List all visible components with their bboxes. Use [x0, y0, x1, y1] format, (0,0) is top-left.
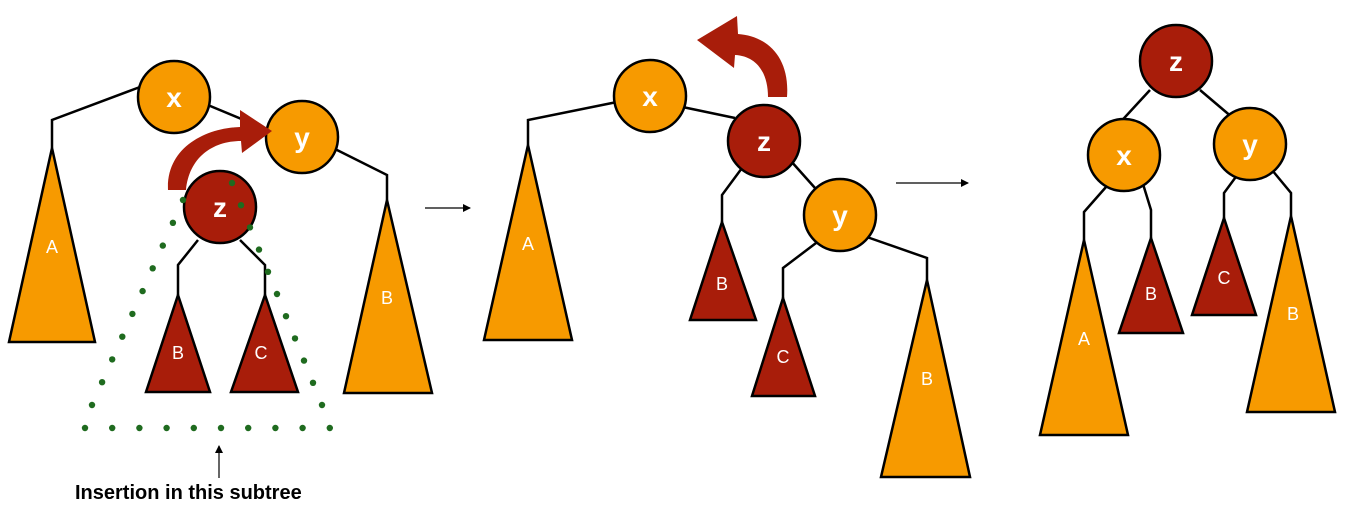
outline-dot: [109, 424, 116, 432]
edge-z-B: [176, 239, 199, 295]
node2-y-label: y: [832, 200, 848, 231]
node2-x: [612, 58, 688, 134]
rotate-right-arrow-icon: [167, 110, 272, 190]
node3-x: [1086, 117, 1162, 193]
subtree3-A-label: A: [1078, 329, 1090, 349]
outline-dot: [237, 202, 245, 209]
node2-y: [802, 177, 878, 253]
edge3-x-B: [1141, 183, 1153, 238]
outline-dot: [179, 196, 187, 204]
subtree-B-right-label: B: [381, 288, 393, 308]
subtree3-B-label: B: [1145, 284, 1157, 304]
stage-3: A B C B z x y: [1038, 23, 1337, 437]
outline-dot: [98, 379, 106, 386]
subtree-C-triangle: [229, 291, 300, 394]
outline-dot: [190, 424, 197, 432]
outline-dot: [109, 356, 116, 363]
subtree-B-right-triangle: [342, 199, 434, 395]
subtree-A-triangle: [7, 147, 97, 344]
stage-1: A B B C x y z Insertion in this subtree: [7, 59, 434, 504]
outline-dot: [136, 424, 143, 432]
outline-dot: [139, 287, 146, 295]
node-x: [136, 59, 212, 135]
node2-z-label: z: [757, 126, 771, 157]
subtree3-B-triangle: [1117, 234, 1185, 335]
stage-2: A B C B x z y: [482, 16, 972, 479]
edge3-y-B: [1271, 169, 1293, 216]
subtree2-B-triangle: [688, 218, 758, 322]
outline-dot: [291, 335, 299, 342]
subtree2-C-triangle: [750, 293, 817, 398]
edge2-y-B: [863, 234, 929, 280]
subtree3-C-label: C: [1218, 268, 1231, 288]
caption-text: Insertion in this subtree: [75, 482, 302, 504]
outline-dot: [217, 424, 225, 432]
outline-dot: [299, 424, 306, 432]
node3-y: [1212, 106, 1288, 182]
outline-dot: [228, 179, 236, 187]
outline-dot: [163, 424, 170, 432]
subtree-B-label: B: [172, 343, 184, 363]
edge2-z-B: [720, 167, 744, 222]
subtree3-B-right-triangle: [1245, 215, 1337, 414]
node2-x-label: x: [642, 81, 658, 112]
rotate-left-arrow-icon: [697, 16, 788, 97]
outline-dot: [169, 219, 177, 226]
edge-y-B: [332, 146, 389, 200]
edge3-z-y: [1199, 89, 1234, 119]
node3-x-label: x: [1116, 140, 1132, 171]
subtree-B-triangle: [144, 291, 212, 394]
subtree2-A-triangle: [482, 144, 574, 342]
outline-dot: [81, 424, 89, 432]
outline-dot: [264, 268, 272, 275]
node-z-label: z: [213, 192, 227, 223]
edge2-y-C: [781, 239, 821, 298]
edge-z-C: [239, 239, 267, 295]
node3-z-label: z: [1169, 46, 1183, 77]
outline-dot: [326, 424, 333, 432]
subtree3-B-right-label: B: [1287, 304, 1299, 324]
node3-z: [1138, 23, 1214, 99]
outline-dot: [318, 401, 326, 409]
outline-dot: [255, 246, 263, 253]
subtree2-C-label: C: [777, 347, 790, 367]
node-z: [182, 169, 258, 245]
subtree3-C-triangle: [1190, 214, 1258, 317]
edge2-z-y: [789, 159, 816, 189]
subtree2-B-right-label: B: [921, 369, 933, 389]
subtree2-A-label: A: [522, 234, 534, 254]
outline-dot: [309, 379, 317, 386]
node3-y-label: y: [1242, 129, 1258, 160]
edge-x-A: [50, 85, 141, 148]
node-x-label: x: [166, 82, 182, 113]
outline-dot: [300, 357, 308, 364]
outline-dot: [246, 224, 254, 231]
subtree-A-label: A: [46, 237, 58, 257]
outline-dot: [149, 265, 156, 272]
outline-dot: [119, 333, 126, 340]
outline-dot: [272, 424, 279, 432]
subtree2-B-right-triangle: [879, 279, 972, 479]
outline-dot: [129, 310, 136, 318]
node2-z: [726, 103, 802, 179]
outline-dot: [159, 242, 166, 249]
subtree3-A-triangle: [1038, 239, 1130, 437]
node-y-label: y: [294, 122, 310, 153]
outline-dot: [245, 424, 252, 432]
outline-dot: [88, 401, 96, 409]
dotted-subtree-outline: [81, 179, 333, 432]
node-y: [264, 99, 340, 175]
edge3-x-A: [1082, 186, 1107, 240]
edge2-x-A: [526, 100, 618, 145]
subtree-C-label: C: [255, 343, 268, 363]
subtree2-B-label: B: [716, 274, 728, 294]
edge3-y-C: [1222, 173, 1240, 218]
outline-dot: [273, 290, 281, 298]
outline-dot: [282, 313, 290, 320]
